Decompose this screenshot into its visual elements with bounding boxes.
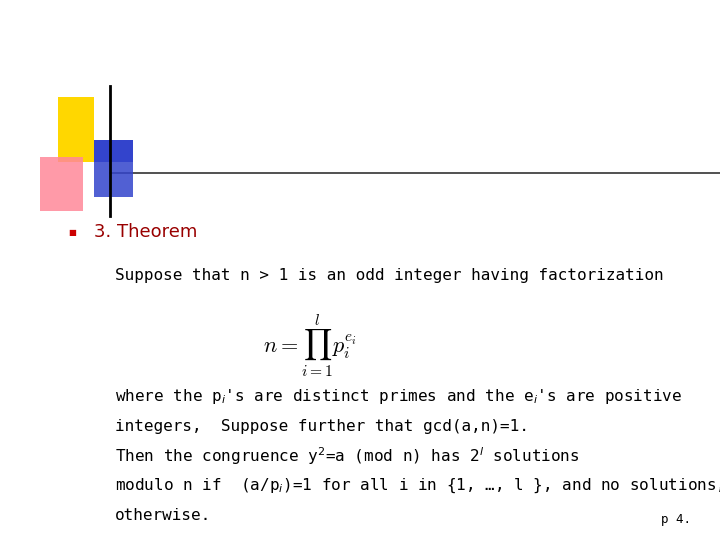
Text: Then the congruence y$^2$=a (mod n) has 2$^l$ solutions: Then the congruence y$^2$=a (mod n) has … (115, 446, 580, 467)
Text: otherwise.: otherwise. (115, 508, 212, 523)
Bar (58, 97, 94, 162)
Text: Suppose that n > 1 is an odd integer having factorization: Suppose that n > 1 is an odd integer hav… (115, 268, 664, 283)
Bar (40, 157, 83, 211)
Text: modulo n if  (a/p$_i$)=1 for all i in {1, …, l }, and no solutions,: modulo n if (a/p$_i$)=1 for all i in {1,… (115, 477, 720, 495)
Text: where the p$_i$'s are distinct primes and the e$_i$'s are positive: where the p$_i$'s are distinct primes an… (115, 387, 683, 407)
Text: 3. Theorem: 3. Theorem (94, 223, 197, 241)
Text: ■: ■ (68, 228, 76, 237)
Text: integers,  Suppose further that gcd(a,n)=1.: integers, Suppose further that gcd(a,n)=… (115, 419, 529, 434)
Text: p 4.: p 4. (661, 514, 691, 526)
Bar (94, 143, 133, 197)
Bar (94, 140, 133, 162)
Text: $n = \prod_{i=1}^{l} p_i^{e_i}$: $n = \prod_{i=1}^{l} p_i^{e_i}$ (263, 312, 356, 379)
